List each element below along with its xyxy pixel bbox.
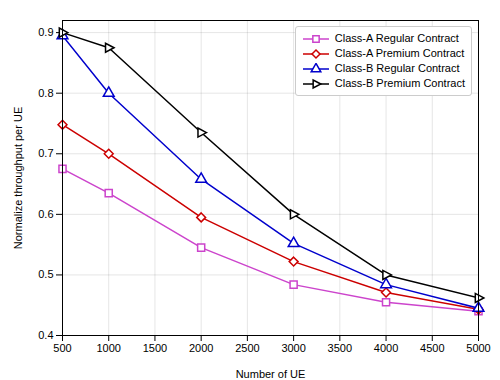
- svg-text:0.5: 0.5: [38, 268, 53, 280]
- svg-text:1500: 1500: [143, 342, 167, 354]
- svg-text:500: 500: [53, 342, 71, 354]
- svg-text:0.7: 0.7: [38, 147, 53, 159]
- svg-text:3000: 3000: [281, 342, 305, 354]
- html-text:Class-A Regular Contract: Class-A Regular Contract: [334, 32, 459, 44]
- html-text:Class-B Regular Contract: Class-B Regular Contract: [334, 62, 460, 74]
- svg-text:0.8: 0.8: [38, 87, 53, 99]
- html-text:Class-A Premium Contract: Class-A Premium Contract: [334, 47, 465, 59]
- svg-text:4500: 4500: [420, 342, 444, 354]
- html-text:Class-B Premium Contract: Class-B Premium Contract: [334, 77, 465, 89]
- svg-text:2000: 2000: [189, 342, 213, 354]
- svg-text:4000: 4000: [374, 342, 398, 354]
- svg-text:0.9: 0.9: [38, 26, 53, 38]
- svg-text:0.4: 0.4: [38, 329, 53, 341]
- svg-text:1000: 1000: [96, 342, 120, 354]
- svg-text:0.6: 0.6: [38, 208, 53, 220]
- svg-text:2500: 2500: [235, 342, 259, 354]
- svg-text:Normalize throughput per UE: Normalize throughput per UE: [12, 107, 24, 249]
- svg-text:5000: 5000: [466, 342, 490, 354]
- svg-text:Number of UE: Number of UE: [236, 368, 306, 380]
- svg-text:3500: 3500: [328, 342, 352, 354]
